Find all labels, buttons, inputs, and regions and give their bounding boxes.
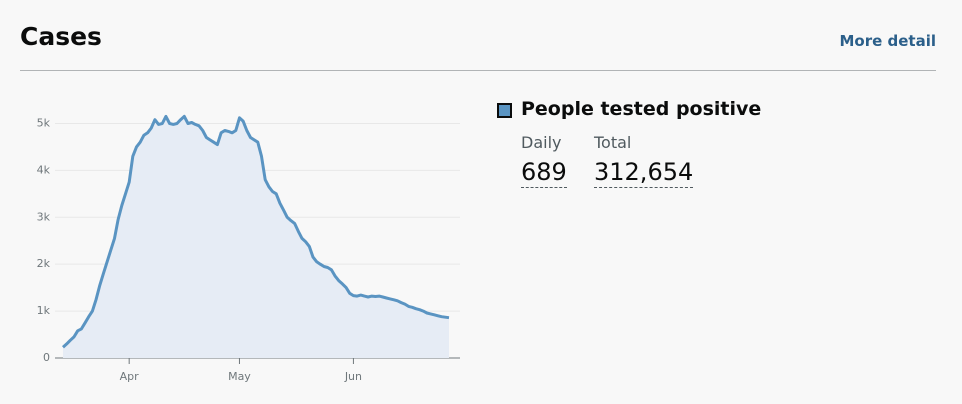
- y-tick-label: 1k: [37, 304, 51, 317]
- y-tick-label: 0: [43, 351, 50, 364]
- line: [62, 114, 450, 349]
- y-tick-label: 5k: [37, 116, 51, 129]
- y-tick-label: 2k: [37, 257, 51, 270]
- y-tick-label: 3k: [37, 210, 51, 223]
- x-tick-label: Jun: [344, 370, 362, 383]
- area: [63, 116, 449, 359]
- divider: [20, 70, 936, 71]
- y-tick-label: 4k: [37, 163, 51, 176]
- total-label: Total: [594, 133, 632, 152]
- legend-label: People tested positive: [521, 98, 762, 120]
- x-tick-label: May: [228, 370, 251, 383]
- more-detail-link[interactable]: More detail: [839, 32, 936, 50]
- chart: 0 1k 2k 3k 4k 5k Apr May Jun: [37, 114, 460, 383]
- x-tick-label: Apr: [120, 370, 140, 383]
- daily-value[interactable]: 689: [521, 158, 567, 188]
- legend-swatch: [497, 103, 512, 118]
- card-title: Cases: [20, 22, 102, 51]
- daily-label: Daily: [521, 133, 562, 152]
- total-value[interactable]: 312,654: [594, 158, 694, 188]
